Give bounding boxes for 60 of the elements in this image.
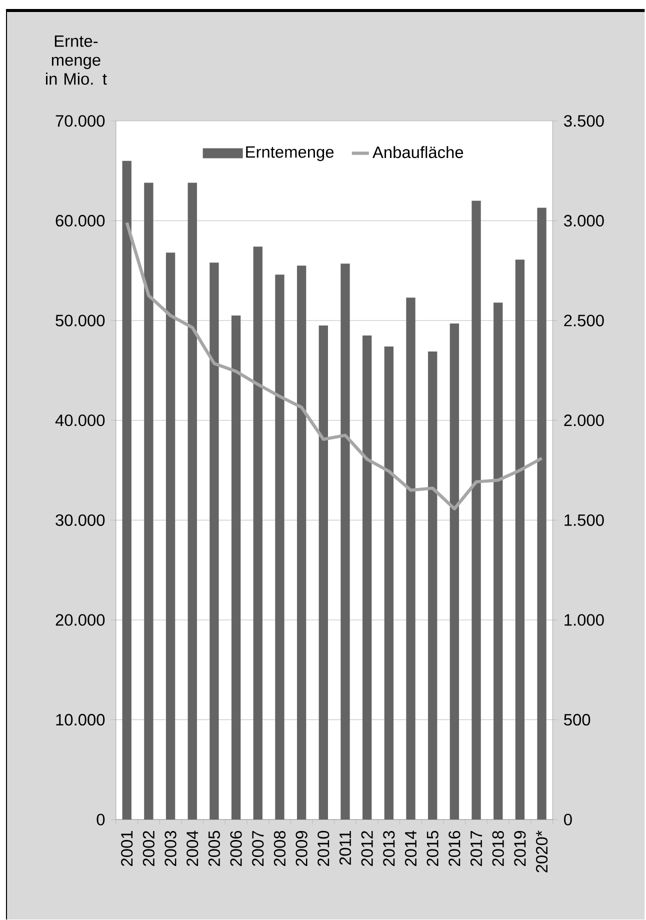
y2-tick-label: 2.500: [564, 314, 604, 326]
bar: [340, 264, 350, 820]
bar: [450, 324, 459, 820]
x-tick-label: 2004: [186, 830, 198, 866]
x-tick-label: 2009: [296, 831, 308, 866]
legend-label: Anbaufläche: [372, 146, 464, 158]
bar: [472, 200, 481, 820]
x-tick-label: 2013: [383, 830, 395, 866]
x-tick-label: 2002: [142, 831, 154, 866]
x-tick-label: 2018: [492, 830, 504, 866]
y2-tick-label: 2.000: [564, 414, 604, 426]
bar: [122, 160, 132, 820]
y-tick-label: 30.000: [56, 514, 105, 526]
x-tick-label: 2020*: [536, 830, 548, 872]
y-tick-label: 70.000: [56, 115, 105, 127]
x-tick-label: 2008: [274, 830, 286, 866]
bar: [428, 351, 438, 820]
y-tick-label: 50.000: [56, 314, 105, 326]
x-tick-label: 2005: [208, 830, 220, 866]
bar: [384, 346, 394, 820]
x-tick-label: 2017: [470, 831, 482, 866]
x-tick-label: 2011: [339, 831, 351, 865]
bar: [166, 252, 176, 820]
y-tick-label: 60.000: [56, 214, 105, 227]
y2-tick-label: 3.500: [564, 115, 604, 127]
y2-tick-label: 1.000: [564, 614, 604, 626]
bar: [253, 246, 262, 820]
y-axis-title: Ernte-menge in Mio. t: [46, 35, 107, 85]
y-tick-label: 40.000: [55, 414, 105, 426]
x-tick-label: 2015: [426, 830, 438, 866]
x-tick-label: 2012: [361, 831, 373, 866]
bar: [406, 298, 416, 820]
bar: [537, 208, 546, 820]
bar: [296, 266, 306, 820]
bar: [318, 326, 328, 820]
y2-tick-label: 0: [564, 814, 572, 826]
bar: [493, 302, 503, 820]
y-tick-label: 10.000: [56, 714, 105, 726]
y-tick-label: 0: [96, 814, 105, 826]
legend-label: Erntemenge: [246, 146, 334, 162]
x-tick-label: 2019: [514, 831, 526, 866]
y-tick-label: 20.000: [56, 614, 105, 626]
bar: [144, 182, 154, 820]
x-tick-label: 2016: [448, 830, 460, 866]
y2-tick-label: 1.500: [564, 514, 604, 526]
bar: [275, 274, 284, 820]
bar: [188, 182, 197, 820]
y2-tick-label: 500: [564, 714, 590, 726]
line-series: [125, 221, 544, 510]
x-tick-label: 2007: [252, 831, 264, 866]
bar: [362, 336, 372, 820]
x-tick-label: 2001: [120, 831, 133, 866]
x-tick-label: 2006: [230, 830, 242, 866]
bar: [231, 316, 241, 820]
x-tick-label: 2014: [404, 830, 417, 866]
x-tick-label: 2010: [318, 830, 330, 866]
bar: [515, 260, 524, 820]
bar: [210, 262, 219, 820]
y2-tick-label: 3.000: [564, 214, 604, 227]
x-tick-label: 2003: [164, 830, 176, 866]
